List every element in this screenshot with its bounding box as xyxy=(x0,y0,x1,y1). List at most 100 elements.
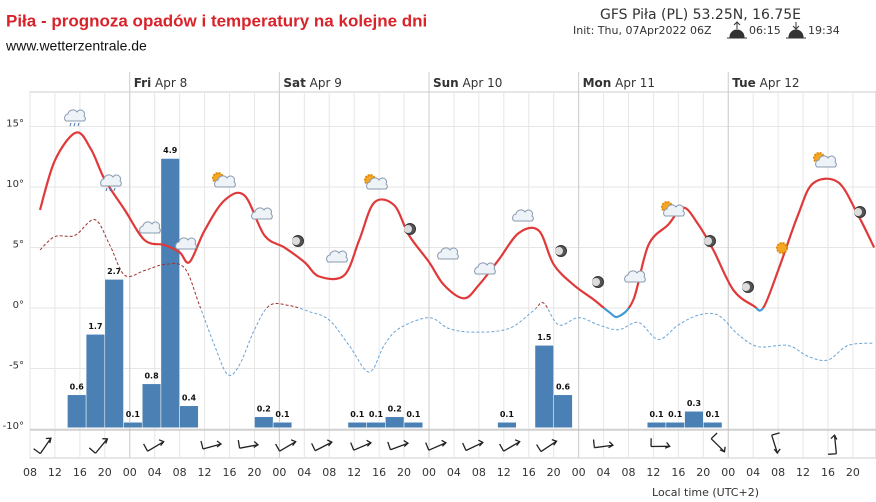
moon-light xyxy=(854,208,862,216)
cloud xyxy=(64,109,86,122)
sunset: 19:34 xyxy=(808,24,840,37)
wind-head xyxy=(253,440,260,448)
day-label: Fri Apr 8 xyxy=(134,76,188,90)
raindrop xyxy=(69,122,72,127)
precip-label: 0.1 xyxy=(500,410,515,419)
y-tick-label: 10° xyxy=(6,179,24,190)
cloud xyxy=(175,237,197,250)
day-date: Apr 10 xyxy=(463,76,503,90)
y-tick-label: 15° xyxy=(6,118,24,129)
precip-label: 0.3 xyxy=(687,399,701,408)
cloud xyxy=(100,174,122,187)
wind-arrow xyxy=(499,439,521,452)
precip-label: 0.1 xyxy=(275,410,290,419)
x-tick-label: 08 xyxy=(472,466,486,479)
wind-barb xyxy=(143,443,149,452)
wind-barb xyxy=(462,442,467,451)
wind-barb xyxy=(88,447,96,454)
sunrise: 06:15 xyxy=(749,24,781,37)
weather-icon xyxy=(404,223,416,235)
weather-icon xyxy=(437,247,459,260)
wind-arrow xyxy=(828,434,838,455)
y-tick-label: 0° xyxy=(13,300,24,311)
cloud xyxy=(139,221,161,234)
precip-bar xyxy=(160,158,180,429)
precip-bar xyxy=(254,416,274,429)
wind-head xyxy=(478,439,484,447)
wind-arrow xyxy=(710,432,726,453)
precip-bar xyxy=(497,422,517,429)
wind-head xyxy=(514,439,521,447)
wind-barb xyxy=(387,441,392,450)
weather-icon xyxy=(512,209,534,222)
wind-barb xyxy=(828,453,837,455)
day-date: Apr 11 xyxy=(615,76,655,90)
y-tick-label: -10° xyxy=(3,421,24,432)
precip-bar xyxy=(646,422,667,429)
cloud xyxy=(251,207,273,220)
wind-shaft xyxy=(202,443,222,450)
wind-arrow xyxy=(771,432,781,455)
sunrise-icon xyxy=(727,21,747,39)
x-tick-label: 12 xyxy=(497,466,511,479)
wind-arrow xyxy=(592,439,614,449)
wind-head xyxy=(102,438,109,444)
wind-head xyxy=(664,441,671,449)
sun xyxy=(776,242,788,254)
moon-light xyxy=(404,225,412,233)
weather-icon xyxy=(704,235,716,247)
subtitle: www.wetterzentrale.de xyxy=(5,38,147,54)
wind-shaft xyxy=(314,441,333,452)
wind-arrow xyxy=(311,439,333,452)
moon-light xyxy=(555,247,563,255)
x-tick-label: 12 xyxy=(796,466,810,479)
precip-bar xyxy=(366,422,386,429)
init-time: Init: Thu, 07Apr2022 06Z xyxy=(573,24,712,37)
raindrop xyxy=(109,187,112,192)
wind-shaft xyxy=(390,442,409,451)
x-tick-label: 04 xyxy=(447,466,461,479)
wind-shaft xyxy=(353,442,372,451)
x-tick-label: 20 xyxy=(547,466,561,479)
x-tick-label: 16 xyxy=(522,466,536,479)
precip-bar xyxy=(123,422,143,429)
precip-label: 0.1 xyxy=(706,410,721,419)
wind-barb xyxy=(592,439,596,448)
weather-icon xyxy=(624,270,646,283)
weather-icon xyxy=(813,152,837,168)
precip-label: 0.8 xyxy=(144,371,159,380)
wind-arrow xyxy=(462,439,484,452)
x-tick-label: 08 xyxy=(23,466,37,479)
weather-icon xyxy=(100,174,122,192)
wind-arrow xyxy=(200,440,223,450)
wind-shaft xyxy=(239,444,259,449)
cloud xyxy=(815,155,837,168)
wind-head xyxy=(830,434,838,440)
wind-shaft xyxy=(651,445,670,448)
wind-shaft xyxy=(594,444,613,449)
x-tick-label: 00 xyxy=(721,466,735,479)
x-tick-label: 08 xyxy=(322,466,336,479)
weather-icon xyxy=(592,276,604,288)
x-tick-label: 16 xyxy=(671,466,685,479)
precip-label: 0.1 xyxy=(668,410,683,419)
chart-title: Piła - prognoza opadów i temperatury na … xyxy=(6,11,427,30)
x-tick-label: 12 xyxy=(198,466,212,479)
wind-arrow xyxy=(88,438,109,454)
wind-head xyxy=(158,439,165,447)
day-date: Apr 9 xyxy=(310,76,342,90)
x-tick-label: 04 xyxy=(597,466,611,479)
day-name: Sun xyxy=(433,76,459,90)
moon-light xyxy=(592,278,600,286)
precip-label: 1.5 xyxy=(537,333,552,342)
precip-label: 0.1 xyxy=(369,410,384,419)
moon-light xyxy=(292,237,300,245)
x-tick-label: 08 xyxy=(771,466,785,479)
precip-label: 0.6 xyxy=(556,382,571,391)
wind-head xyxy=(551,438,558,446)
x-tick-label: 16 xyxy=(73,466,87,479)
day-name: Sat xyxy=(283,76,306,90)
day-label: Mon Apr 11 xyxy=(583,76,655,90)
x-tick-label: 16 xyxy=(821,466,835,479)
x-tick-label: 20 xyxy=(397,466,411,479)
